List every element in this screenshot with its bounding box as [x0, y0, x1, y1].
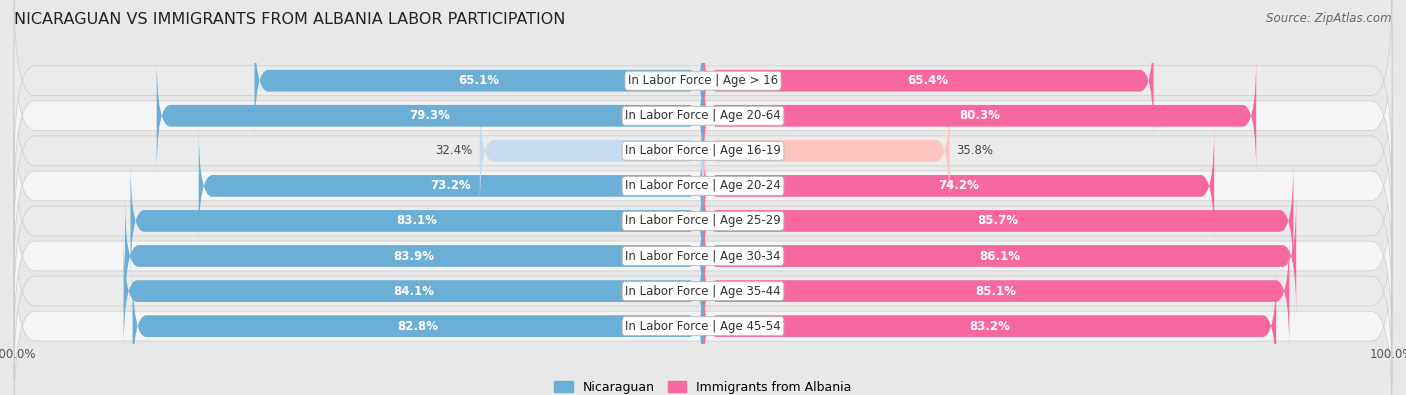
Text: In Labor Force | Age 16-19: In Labor Force | Age 16-19	[626, 144, 780, 157]
FancyBboxPatch shape	[703, 56, 1256, 175]
FancyBboxPatch shape	[254, 21, 703, 140]
FancyBboxPatch shape	[14, 96, 1392, 276]
Text: 65.4%: 65.4%	[908, 74, 949, 87]
Text: Source: ZipAtlas.com: Source: ZipAtlas.com	[1267, 12, 1392, 25]
Text: 85.7%: 85.7%	[977, 214, 1019, 228]
Text: 73.2%: 73.2%	[430, 179, 471, 192]
Text: 32.4%: 32.4%	[436, 144, 472, 157]
Text: 86.1%: 86.1%	[979, 250, 1021, 263]
Text: 80.3%: 80.3%	[959, 109, 1000, 122]
FancyBboxPatch shape	[198, 127, 703, 245]
FancyBboxPatch shape	[479, 92, 703, 210]
FancyBboxPatch shape	[703, 197, 1296, 315]
Text: 85.1%: 85.1%	[976, 284, 1017, 297]
Text: In Labor Force | Age 45-54: In Labor Force | Age 45-54	[626, 320, 780, 333]
Text: In Labor Force | Age 20-64: In Labor Force | Age 20-64	[626, 109, 780, 122]
FancyBboxPatch shape	[703, 267, 1277, 386]
FancyBboxPatch shape	[124, 232, 703, 350]
FancyBboxPatch shape	[156, 56, 703, 175]
FancyBboxPatch shape	[14, 0, 1392, 171]
Text: In Labor Force | Age 25-29: In Labor Force | Age 25-29	[626, 214, 780, 228]
FancyBboxPatch shape	[703, 232, 1289, 350]
Text: 79.3%: 79.3%	[409, 109, 450, 122]
Text: 35.8%: 35.8%	[956, 144, 994, 157]
FancyBboxPatch shape	[132, 267, 703, 386]
Text: In Labor Force | Age 35-44: In Labor Force | Age 35-44	[626, 284, 780, 297]
Text: In Labor Force | Age 20-24: In Labor Force | Age 20-24	[626, 179, 780, 192]
Text: In Labor Force | Age > 16: In Labor Force | Age > 16	[628, 74, 778, 87]
Text: NICARAGUAN VS IMMIGRANTS FROM ALBANIA LABOR PARTICIPATION: NICARAGUAN VS IMMIGRANTS FROM ALBANIA LA…	[14, 12, 565, 27]
FancyBboxPatch shape	[14, 201, 1392, 381]
Text: 83.1%: 83.1%	[396, 214, 437, 228]
FancyBboxPatch shape	[14, 236, 1392, 395]
Text: 65.1%: 65.1%	[458, 74, 499, 87]
FancyBboxPatch shape	[14, 26, 1392, 206]
FancyBboxPatch shape	[14, 166, 1392, 346]
FancyBboxPatch shape	[703, 21, 1153, 140]
Legend: Nicaraguan, Immigrants from Albania: Nicaraguan, Immigrants from Albania	[550, 376, 856, 395]
Text: 83.9%: 83.9%	[394, 250, 434, 263]
Text: 82.8%: 82.8%	[398, 320, 439, 333]
Text: 74.2%: 74.2%	[938, 179, 979, 192]
FancyBboxPatch shape	[703, 162, 1294, 280]
FancyBboxPatch shape	[14, 60, 1392, 241]
FancyBboxPatch shape	[703, 92, 949, 210]
Text: 84.1%: 84.1%	[392, 284, 434, 297]
Text: 83.2%: 83.2%	[969, 320, 1010, 333]
Text: In Labor Force | Age 30-34: In Labor Force | Age 30-34	[626, 250, 780, 263]
FancyBboxPatch shape	[14, 131, 1392, 311]
FancyBboxPatch shape	[131, 162, 703, 280]
FancyBboxPatch shape	[703, 127, 1215, 245]
FancyBboxPatch shape	[125, 197, 703, 315]
